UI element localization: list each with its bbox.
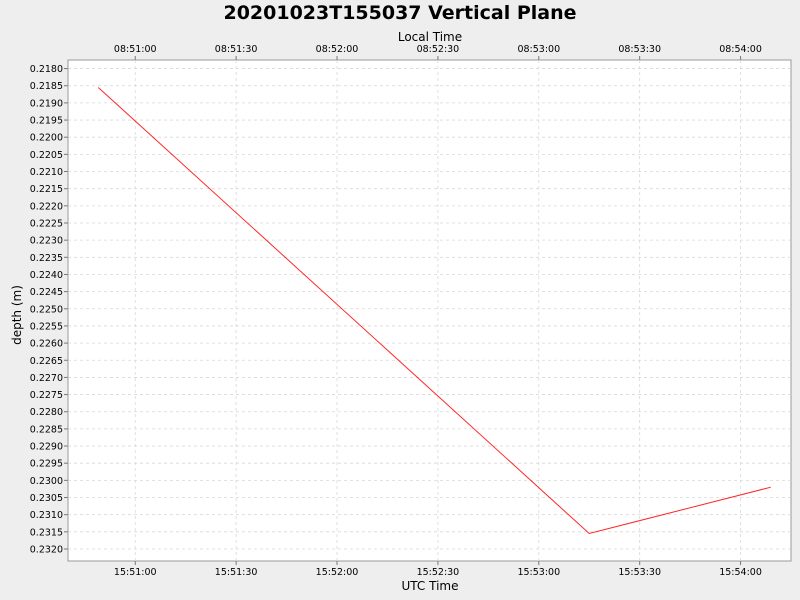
x-tick-label-local: 08:53:00: [517, 44, 560, 55]
x-axis-label: UTC Time: [402, 579, 459, 593]
y-tick-label: 0.2195: [30, 116, 63, 127]
x-tick-label-local: 08:52:30: [417, 44, 460, 55]
series-layer: [97, 87, 771, 535]
x-tick-label-utc: 15:54:00: [719, 567, 762, 578]
x-tick-label-utc: 15:52:30: [417, 567, 460, 578]
y-tick-label: 0.2180: [30, 64, 63, 75]
y-tick-label: 0.2310: [30, 510, 63, 521]
y-tick-label: 0.2300: [30, 476, 63, 487]
x-tick-label-utc: 15:51:00: [114, 567, 157, 578]
y-tick-label: 0.2305: [30, 493, 63, 504]
chart-title: 20201023T155037 Vertical Plane: [223, 2, 576, 24]
plot-background: [67, 59, 792, 562]
x-tick-label-utc: 15:53:00: [517, 567, 560, 578]
x-tick-label-local: 08:52:00: [316, 44, 359, 55]
y-tick-label: 0.2320: [30, 544, 63, 555]
x-tick-label-utc: 15:51:30: [215, 567, 258, 578]
y-axis-label: depth (m): [10, 285, 24, 345]
x-tick-label-local: 08:51:30: [215, 44, 258, 55]
y-tick-label: 0.2255: [30, 321, 63, 332]
y-tick-label: 0.2315: [30, 527, 63, 538]
x-tick-label-local: 08:51:00: [114, 44, 157, 55]
y-tick-label: 0.2295: [30, 459, 63, 470]
x-tick-label-utc: 15:52:00: [316, 567, 359, 578]
x-tick-label-local: 08:54:00: [719, 44, 762, 55]
y-tick-label: 0.2250: [30, 304, 63, 315]
y-tick-label: 0.2240: [30, 270, 63, 281]
y-tick-label: 0.2205: [30, 150, 63, 161]
x-tick-label-utc: 15:53:30: [618, 567, 661, 578]
grid: [68, 60, 791, 561]
y-tick-label: 0.2220: [30, 201, 63, 212]
y-tick-label: 0.2235: [30, 253, 63, 264]
y-tick-label: 0.2200: [30, 133, 63, 144]
y-tick-label: 0.2215: [30, 184, 63, 195]
y-tick-label: 0.2190: [30, 98, 63, 109]
y-tick-label: 0.2245: [30, 287, 63, 298]
y-tick-label: 0.2265: [30, 356, 63, 367]
y-tick-label: 0.2260: [30, 339, 63, 350]
y-tick-label: 0.2185: [30, 81, 63, 92]
y-tick-label: 0.2210: [30, 167, 63, 178]
top-axis-label: Local Time: [398, 30, 462, 44]
y-tick-label: 0.2290: [30, 442, 63, 453]
y-tick-label: 0.2285: [30, 424, 63, 435]
y-tick-label: 0.2230: [30, 236, 63, 247]
x-tick-label-local: 08:53:30: [618, 44, 661, 55]
y-tick-label: 0.2270: [30, 373, 63, 384]
axes: 0.2180 0.2185 0.2190 0.2195 0.2200 0.2205 0.22…: [30, 44, 762, 578]
y-tick-label: 0.2275: [30, 390, 63, 401]
y-tick-label: 0.2225: [30, 218, 63, 229]
series-line: [97, 87, 771, 535]
y-tick-label: 0.2280: [30, 407, 63, 418]
